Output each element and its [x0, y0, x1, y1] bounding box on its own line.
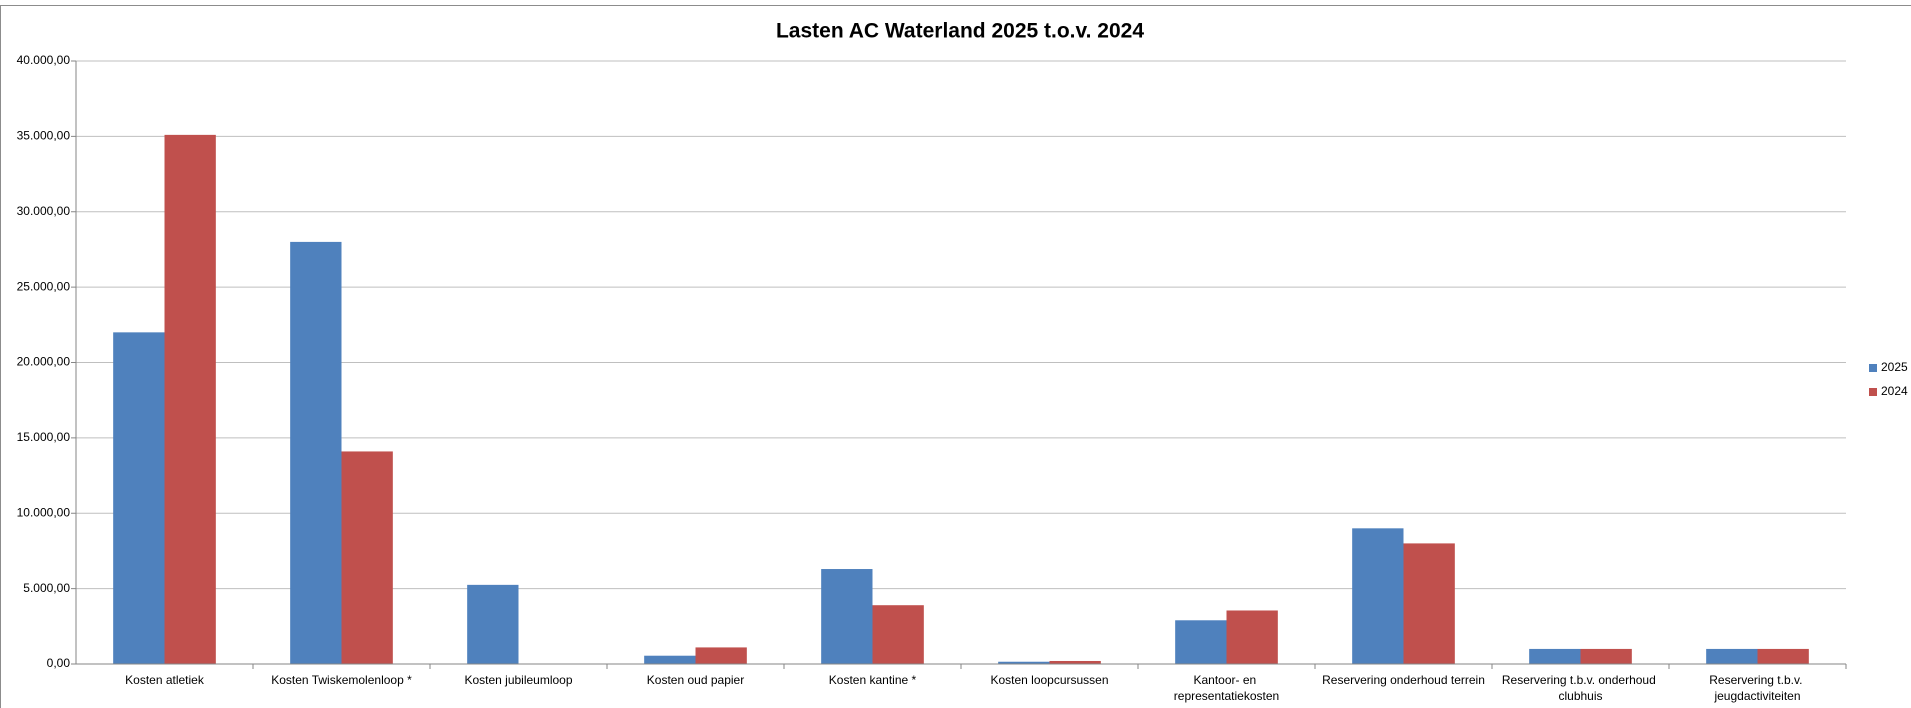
bar	[1529, 648, 1581, 664]
x-tick-label: Kosten oud papier	[647, 673, 744, 687]
bar	[1580, 648, 1632, 664]
legend-label: 2024	[1881, 384, 1908, 398]
bar	[113, 332, 165, 664]
x-tick-label: Reservering t.b.v. onderhoud clubhuis	[1502, 673, 1659, 703]
legend-label: 2025	[1881, 360, 1908, 374]
chart-title: Lasten AC Waterland 2025 t.o.v. 2024	[776, 20, 1144, 43]
y-tick-label: 25.000,00	[17, 279, 71, 293]
bar	[1403, 543, 1455, 664]
y-tick-label: 35.000,00	[17, 129, 71, 143]
x-tick-label: Kosten kantine *	[829, 673, 917, 687]
legend-swatch	[1869, 388, 1877, 396]
bar	[695, 647, 747, 664]
y-tick-label: 30.000,00	[17, 204, 71, 218]
bar	[341, 451, 393, 664]
bar	[164, 134, 216, 664]
bar	[1175, 620, 1227, 664]
legend-swatch	[1869, 364, 1877, 372]
bar	[1757, 648, 1809, 664]
x-tick-label: Kosten Twiskemolenloop *	[271, 673, 412, 687]
y-tick-label: 5.000,00	[23, 581, 70, 595]
bar	[1352, 528, 1404, 664]
y-tick-label: 15.000,00	[17, 430, 71, 444]
x-tick-label: Kosten jubileumloop	[464, 673, 572, 687]
y-tick-label: 20.000,00	[17, 355, 71, 369]
x-tick-label: Reservering onderhoud terrein	[1322, 673, 1485, 687]
bar	[998, 661, 1050, 664]
y-tick-label: 10.000,00	[17, 505, 71, 519]
bar	[467, 584, 519, 664]
bar	[1226, 610, 1278, 664]
bar	[1049, 660, 1101, 664]
x-tick-label: Reservering t.b.v. jeugdactiviteiten	[1709, 673, 1805, 703]
bar	[821, 569, 873, 664]
bar	[644, 655, 696, 664]
x-tick-label: Kosten atletiek	[125, 673, 205, 687]
bar	[872, 605, 924, 664]
chart-border	[0, 5, 1911, 708]
x-tick-label: Kosten loopcursussen	[990, 673, 1108, 687]
bar	[290, 241, 342, 664]
x-tick-label: Kantoor- en representatiekosten	[1174, 673, 1279, 703]
y-tick-label: 40.000,00	[17, 53, 71, 67]
bar	[1706, 648, 1758, 664]
y-tick-label: 0,00	[47, 656, 71, 670]
